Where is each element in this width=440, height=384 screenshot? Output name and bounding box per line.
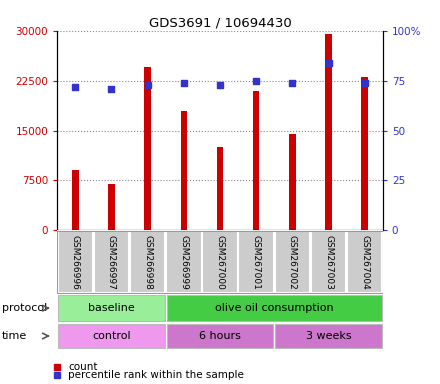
- Point: [361, 79, 368, 86]
- Bar: [108, 184, 115, 230]
- Bar: [361, 77, 368, 230]
- Text: GSM267000: GSM267000: [216, 235, 224, 290]
- Text: baseline: baseline: [88, 303, 135, 313]
- Bar: [202, 231, 238, 293]
- Text: protocol: protocol: [2, 303, 48, 313]
- Point: [72, 84, 79, 90]
- Bar: [130, 231, 165, 293]
- Bar: [325, 34, 332, 230]
- Bar: [58, 295, 165, 321]
- Text: time: time: [2, 331, 27, 341]
- Point: [108, 86, 115, 92]
- Text: count: count: [68, 362, 98, 372]
- Bar: [311, 231, 346, 293]
- Bar: [144, 67, 151, 230]
- Text: GSM267004: GSM267004: [360, 235, 369, 290]
- Bar: [58, 324, 165, 348]
- Point: [180, 79, 187, 86]
- Point: [289, 79, 296, 86]
- Bar: [180, 111, 187, 230]
- Bar: [166, 231, 202, 293]
- Point: [253, 78, 260, 84]
- Point: [325, 60, 332, 66]
- Text: GSM266998: GSM266998: [143, 235, 152, 290]
- Point: [216, 81, 224, 88]
- Bar: [347, 231, 382, 293]
- Text: 3 weeks: 3 weeks: [306, 331, 352, 341]
- Bar: [289, 134, 296, 230]
- Text: olive oil consumption: olive oil consumption: [215, 303, 334, 313]
- Bar: [275, 324, 382, 348]
- Bar: [253, 91, 260, 230]
- Bar: [167, 324, 273, 348]
- Bar: [58, 231, 93, 293]
- Bar: [167, 295, 382, 321]
- Bar: [217, 147, 223, 230]
- Text: GSM266996: GSM266996: [71, 235, 80, 290]
- Text: percentile rank within the sample: percentile rank within the sample: [68, 370, 244, 380]
- Text: 6 hours: 6 hours: [199, 331, 241, 341]
- Text: control: control: [92, 331, 131, 341]
- Bar: [72, 170, 79, 230]
- Text: GSM267001: GSM267001: [252, 235, 260, 290]
- Point: [144, 81, 151, 88]
- Bar: [238, 231, 274, 293]
- Text: GSM266999: GSM266999: [180, 235, 188, 290]
- Title: GDS3691 / 10694430: GDS3691 / 10694430: [149, 17, 291, 30]
- Text: GSM266997: GSM266997: [107, 235, 116, 290]
- Text: GSM267002: GSM267002: [288, 235, 297, 290]
- Bar: [275, 231, 310, 293]
- Text: GSM267003: GSM267003: [324, 235, 333, 290]
- Bar: [94, 231, 129, 293]
